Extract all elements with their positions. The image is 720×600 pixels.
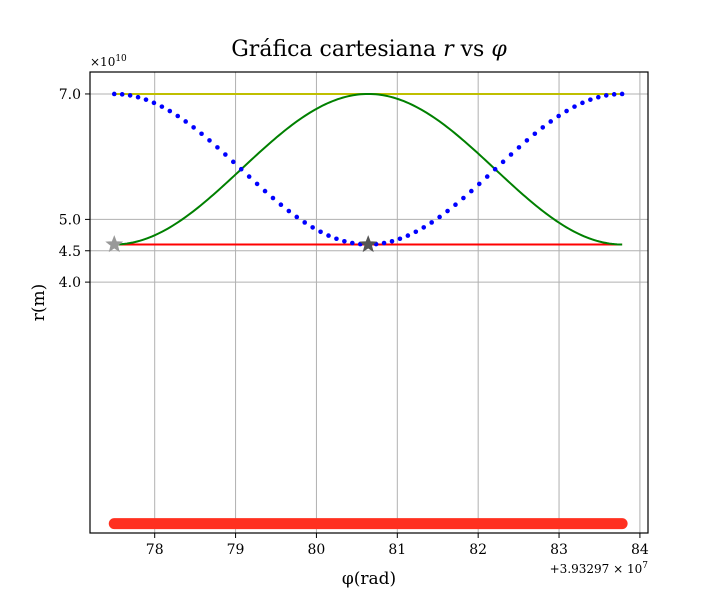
y-scale-text: ×1010	[90, 54, 127, 69]
data-point	[596, 94, 601, 100]
data-point	[580, 100, 585, 106]
data-point	[199, 131, 204, 137]
data-point	[500, 159, 506, 165]
data-point	[135, 94, 141, 100]
data-point	[318, 229, 323, 235]
data-point	[564, 108, 569, 114]
marker-star-left	[105, 235, 124, 253]
data-point	[246, 174, 252, 179]
data-point	[286, 208, 292, 214]
y-ticks: 4.0 4.5 5.0 7.0	[59, 87, 90, 291]
data-point	[230, 159, 236, 165]
axis-labels: φ(rad) r(m) ×1010 +3.93297 × 107	[29, 54, 648, 589]
data-point	[429, 220, 434, 225]
x-tick-label: 84	[631, 542, 649, 558]
y-tick-label: 4.0	[59, 275, 81, 291]
y-tick-label: 7.0	[59, 87, 81, 103]
data-point	[405, 233, 411, 238]
x-tick-label: 83	[550, 542, 568, 558]
data-point	[540, 125, 546, 130]
title-part: vs	[454, 37, 492, 62]
marker-star-center	[359, 235, 378, 253]
data-point	[603, 93, 609, 98]
data-point	[310, 225, 315, 230]
data-point	[223, 152, 228, 157]
x-tick-label: 78	[146, 542, 164, 558]
data-point	[556, 113, 561, 119]
data-point	[588, 97, 593, 102]
data-point	[445, 208, 450, 214]
data-point	[159, 104, 165, 109]
data-point	[175, 113, 181, 119]
data-point	[278, 202, 284, 207]
x-offset-text: +3.93297 × 107	[550, 561, 649, 576]
series-green-curve	[114, 92, 623, 246]
data-point	[461, 195, 466, 201]
data-point	[516, 145, 522, 150]
data-point	[191, 125, 196, 130]
data-point	[111, 91, 117, 97]
chart-title: Gráfica cartesiana r vs φ	[231, 37, 507, 62]
data-point	[619, 91, 625, 97]
data-point	[389, 238, 395, 244]
data-point	[238, 166, 244, 172]
data-point	[334, 236, 339, 242]
data-point	[326, 233, 331, 238]
data-point	[270, 195, 276, 201]
x-axis-label: φ(rad)	[342, 569, 396, 589]
data-point	[484, 174, 490, 179]
data-point	[350, 240, 355, 246]
data-point	[143, 97, 149, 102]
data-point	[127, 93, 133, 98]
data-point	[532, 131, 538, 137]
title-part: r	[443, 37, 455, 62]
data-point	[611, 92, 617, 97]
data-point	[151, 100, 157, 106]
x-tick-label: 80	[308, 542, 326, 558]
x-ticks: 78 79 80 81 82 83 84	[146, 533, 649, 558]
series-blue-dots	[111, 91, 625, 247]
data-point	[572, 104, 577, 109]
y-tick-label: 5.0	[59, 212, 81, 228]
data-point	[254, 181, 260, 187]
x-tick-label: 81	[388, 542, 406, 558]
data-point	[215, 145, 220, 150]
axes-frame	[89, 71, 649, 534]
data-point	[548, 119, 554, 124]
data-point	[492, 166, 498, 172]
data-point	[262, 188, 268, 194]
data-point	[302, 220, 308, 225]
data-point	[342, 238, 347, 244]
data-point	[437, 214, 442, 220]
x-tick-label: 79	[227, 542, 245, 558]
chart-title-text: Gráfica cartesiana r vs φ	[231, 37, 507, 62]
y-tick-label: 4.5	[59, 244, 81, 260]
title-part: φ	[491, 37, 507, 62]
data-point	[207, 138, 212, 143]
data-point	[453, 202, 458, 207]
data-point	[421, 225, 427, 230]
data-point	[397, 236, 403, 242]
grid	[90, 72, 648, 533]
data-point	[413, 229, 419, 235]
data-point	[381, 240, 387, 246]
data-point	[167, 108, 173, 114]
data-point	[294, 214, 300, 220]
plot-area	[105, 91, 628, 530]
data-point	[119, 92, 125, 97]
data-point	[524, 138, 530, 143]
x-tick-label: 82	[469, 542, 487, 558]
data-point	[508, 152, 514, 157]
data-point	[469, 188, 474, 194]
data-point	[476, 181, 482, 187]
y-axis-label: r(m)	[29, 284, 49, 322]
data-point	[183, 119, 188, 124]
title-part: Gráfica cartesiana	[231, 37, 443, 62]
